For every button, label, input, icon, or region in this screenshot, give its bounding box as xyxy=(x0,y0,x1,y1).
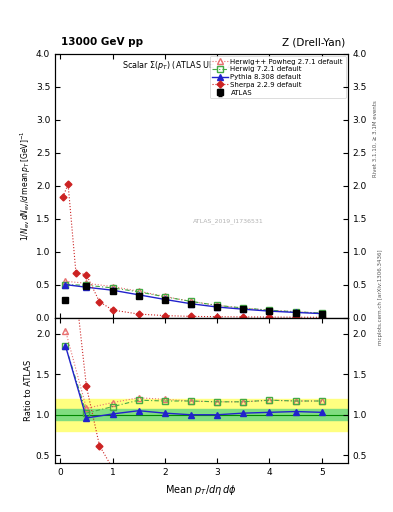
Sherpa 2.2.9 default xyxy=(293,314,298,320)
Herwig++ Powheg 2.7.1 default xyxy=(215,302,219,308)
Sherpa 2.2.9 default xyxy=(66,181,70,187)
Herwig 7.2.1 default xyxy=(293,309,298,315)
Herwig++ Powheg 2.7.1 default xyxy=(319,310,324,316)
Y-axis label: $1/N_\mathrm{ev}\,dN_\mathrm{ev}/d\,\mathrm{mean}\,p_T\,[\mathrm{GeV}]^{-1}$: $1/N_\mathrm{ev}\,dN_\mathrm{ev}/d\,\mat… xyxy=(18,131,33,241)
Line: Herwig 7.2.1 default: Herwig 7.2.1 default xyxy=(63,282,325,316)
Pythia 8.308 default xyxy=(215,304,219,310)
Pythia 8.308 default xyxy=(63,282,68,288)
Sherpa 2.2.9 default xyxy=(136,311,141,317)
Herwig 7.2.1 default xyxy=(241,305,246,311)
Herwig 7.2.1 default xyxy=(84,282,89,288)
Herwig++ Powheg 2.7.1 default xyxy=(162,293,167,300)
Sherpa 2.2.9 default xyxy=(319,314,324,321)
Sherpa 2.2.9 default xyxy=(110,307,115,313)
Pythia 8.308 default xyxy=(319,311,324,317)
Pythia 8.308 default xyxy=(267,308,272,314)
Line: Sherpa 2.2.9 default: Sherpa 2.2.9 default xyxy=(61,182,324,319)
Herwig++ Powheg 2.7.1 default xyxy=(189,298,193,305)
Line: Herwig++ Powheg 2.7.1 default: Herwig++ Powheg 2.7.1 default xyxy=(63,279,325,316)
Sherpa 2.2.9 default xyxy=(267,314,272,320)
Herwig 7.2.1 default xyxy=(319,310,324,316)
Pythia 8.308 default xyxy=(110,287,115,293)
Herwig++ Powheg 2.7.1 default xyxy=(293,309,298,315)
Sherpa 2.2.9 default xyxy=(97,298,102,305)
Herwig 7.2.1 default xyxy=(63,282,68,288)
Legend: Herwig++ Powheg 2.7.1 default, Herwig 7.2.1 default, Pythia 8.308 default, Sherp: Herwig++ Powheg 2.7.1 default, Herwig 7.… xyxy=(209,56,346,98)
Pythia 8.308 default xyxy=(162,296,167,303)
Text: mcplots.cern.ch [arXiv:1306.3436]: mcplots.cern.ch [arXiv:1306.3436] xyxy=(378,249,383,345)
Herwig 7.2.1 default xyxy=(267,307,272,313)
Herwig++ Powheg 2.7.1 default xyxy=(110,284,115,290)
Sherpa 2.2.9 default xyxy=(162,312,167,318)
Sherpa 2.2.9 default xyxy=(215,314,219,320)
Bar xyxy=(55,398,348,431)
Herwig++ Powheg 2.7.1 default xyxy=(136,288,141,294)
Text: Scalar $\Sigma(p_T)$ (ATLAS UE in Z production): Scalar $\Sigma(p_T)$ (ATLAS UE in Z prod… xyxy=(121,59,281,72)
Pythia 8.308 default xyxy=(293,309,298,315)
Sherpa 2.2.9 default xyxy=(84,272,89,278)
Herwig 7.2.1 default xyxy=(189,298,193,305)
Pythia 8.308 default xyxy=(241,306,246,312)
Sherpa 2.2.9 default xyxy=(73,270,78,276)
Text: ATLAS_2019_I1736531: ATLAS_2019_I1736531 xyxy=(193,219,263,224)
X-axis label: Mean $p_T/d\eta\,d\phi$: Mean $p_T/d\eta\,d\phi$ xyxy=(165,483,237,497)
Text: Rivet 3.1.10, ≥ 3.1M events: Rivet 3.1.10, ≥ 3.1M events xyxy=(373,100,378,177)
Sherpa 2.2.9 default xyxy=(241,314,246,320)
Herwig 7.2.1 default xyxy=(215,302,219,308)
Bar xyxy=(55,409,348,420)
Pythia 8.308 default xyxy=(84,284,89,290)
Herwig 7.2.1 default xyxy=(162,294,167,300)
Pythia 8.308 default xyxy=(189,301,193,307)
Herwig++ Powheg 2.7.1 default xyxy=(84,280,89,286)
Herwig++ Powheg 2.7.1 default xyxy=(63,278,68,284)
Text: 13000 GeV pp: 13000 GeV pp xyxy=(61,37,143,47)
Pythia 8.308 default xyxy=(136,292,141,298)
Herwig++ Powheg 2.7.1 default xyxy=(241,305,246,311)
Text: Z (Drell-Yan): Z (Drell-Yan) xyxy=(282,37,345,47)
Sherpa 2.2.9 default xyxy=(61,194,65,200)
Herwig 7.2.1 default xyxy=(110,285,115,291)
Herwig 7.2.1 default xyxy=(136,289,141,295)
Herwig++ Powheg 2.7.1 default xyxy=(267,307,272,313)
Line: Pythia 8.308 default: Pythia 8.308 default xyxy=(63,282,325,316)
Y-axis label: Ratio to ATLAS: Ratio to ATLAS xyxy=(24,360,33,421)
Sherpa 2.2.9 default xyxy=(189,313,193,319)
